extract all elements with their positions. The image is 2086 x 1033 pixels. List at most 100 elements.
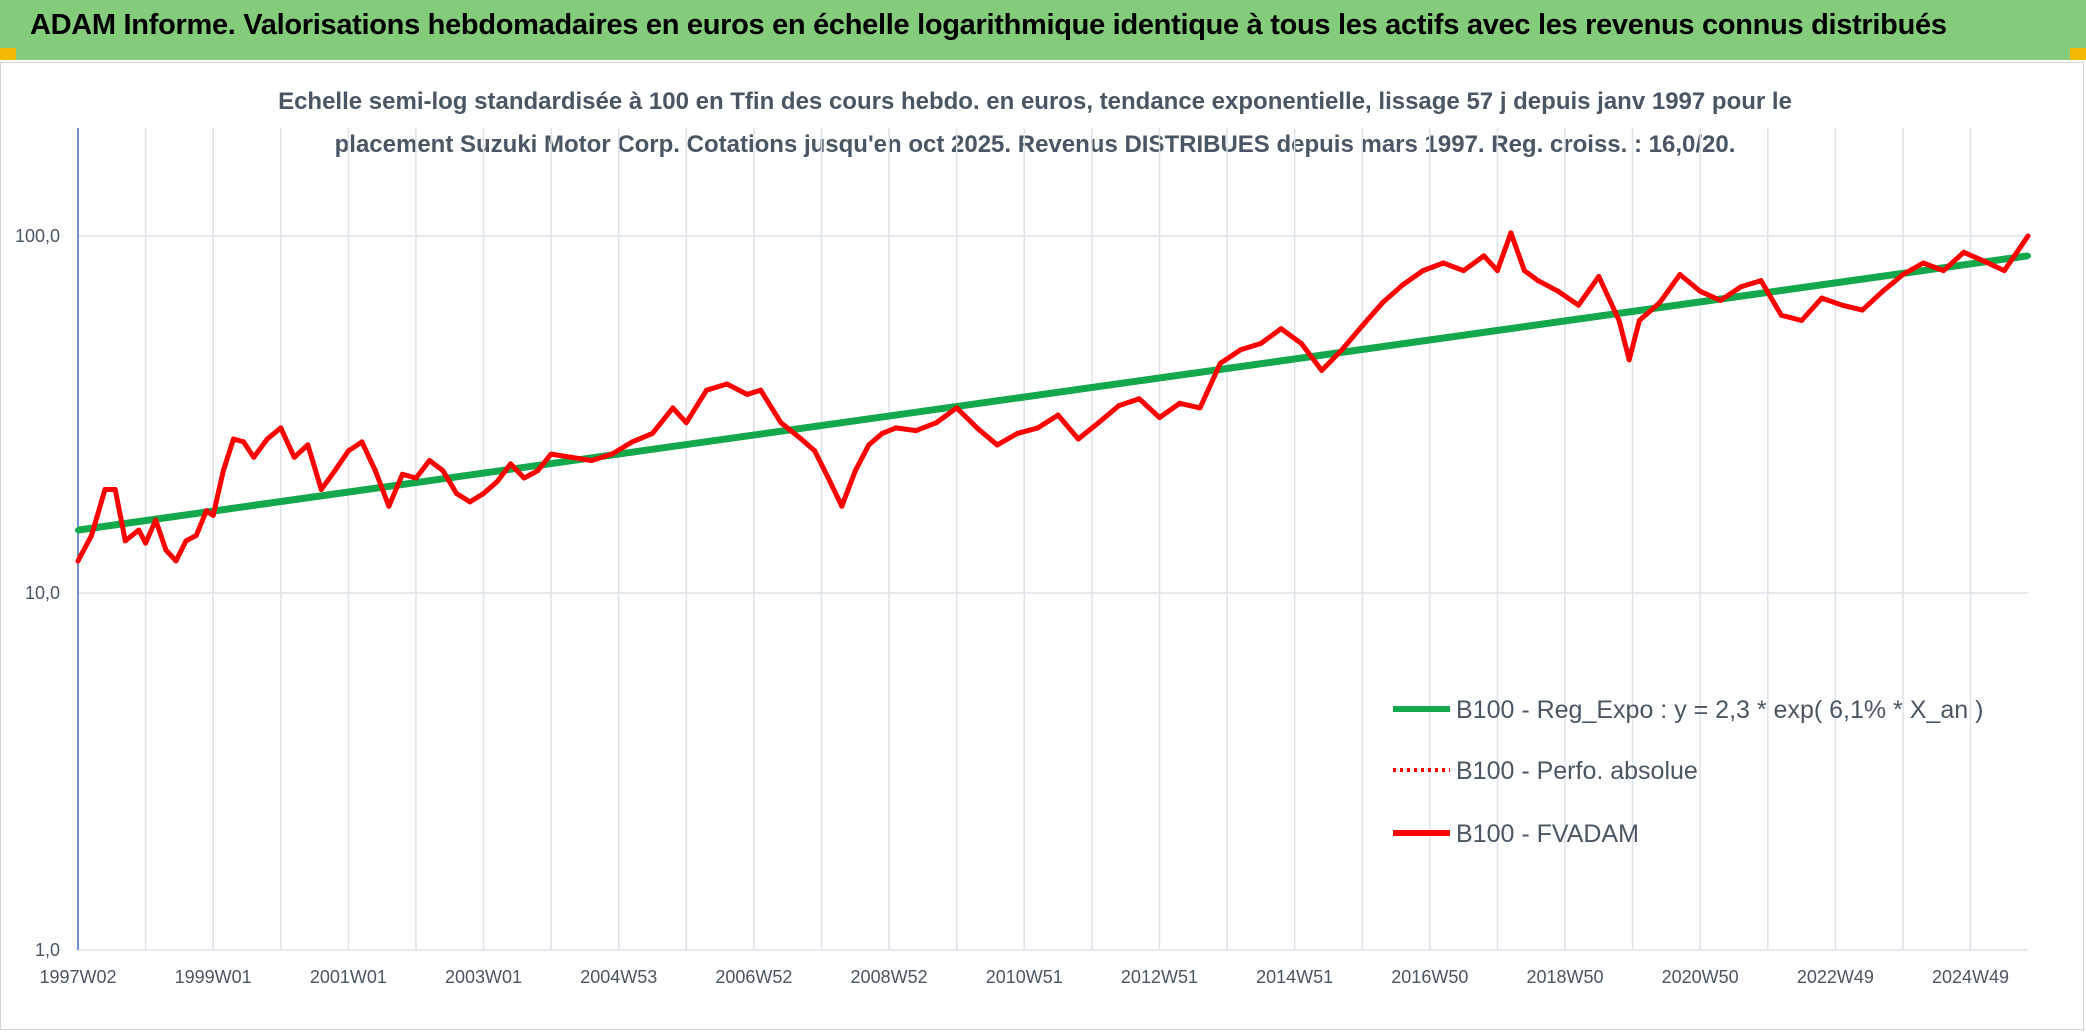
fvadam-data-point <box>1657 300 1663 306</box>
fvadam-data-point <box>386 503 392 509</box>
fvadam-data-point <box>1758 278 1764 284</box>
fvadam-data-point <box>670 405 676 411</box>
fvadam-data-point <box>230 436 236 442</box>
fvadam-data-point <box>568 454 574 460</box>
y-tick-label: 100,0 <box>15 226 60 246</box>
fvadam-series-line <box>75 230 2031 564</box>
regression-data-point <box>2025 252 2031 259</box>
x-tick-label: 2020W50 <box>1662 967 1739 987</box>
fvadam-data-point <box>650 430 656 436</box>
fvadam-data-point <box>1596 274 1602 280</box>
fvadam-data-point <box>778 420 784 426</box>
fvadam-data-point <box>866 442 872 448</box>
fvadam-data-point <box>724 381 730 387</box>
fvadam-data-point <box>1096 420 1102 426</box>
left-corner-marker <box>0 48 16 60</box>
fvadam-data-point <box>318 486 324 492</box>
fvadam-data-point <box>1420 268 1426 274</box>
legend-label: B100 - Reg_Expo : y = 2,3 * exp( 6,1% * … <box>1456 696 1983 724</box>
fvadam-data-point <box>1156 415 1162 421</box>
fvadam-data-point <box>994 442 1000 448</box>
fvadam-data-point <box>1900 272 1906 278</box>
fvadam-data-point <box>102 486 108 492</box>
fvadam-data-point <box>1981 258 1987 264</box>
fvadam-data-point <box>291 454 297 460</box>
fvadam-data-point <box>1298 340 1304 346</box>
fvadam-data-point <box>609 451 615 457</box>
fvadam-data-point <box>1576 302 1582 308</box>
fvadam-data-point <box>241 439 247 445</box>
fvadam-data-point <box>1521 268 1527 274</box>
fvadam-data-point <box>210 512 216 518</box>
fvadam-data-point <box>305 442 311 448</box>
fvadam-data-point <box>1494 268 1500 274</box>
x-tick-label: 2003W01 <box>445 967 522 987</box>
fvadam-data-point <box>1339 347 1345 353</box>
fvadam-data-point <box>521 475 527 481</box>
right-corner-marker <box>2070 48 2086 60</box>
fvadam-data-point <box>143 540 149 546</box>
fvadam-data-point <box>399 471 405 477</box>
fvadam-data-point <box>744 391 750 397</box>
fvadam-data-point <box>1738 284 1744 290</box>
fvadam-data-point <box>852 468 858 474</box>
x-tick-label: 2014W51 <box>1256 967 1333 987</box>
fvadam-data-point <box>1839 302 1845 308</box>
fvadam-data-point <box>1217 360 1223 366</box>
fvadam-data-point <box>1359 323 1365 329</box>
fvadam-data-point <box>454 490 460 496</box>
fvadam-data-point <box>1177 400 1183 406</box>
fvadam-data-point <box>1278 326 1284 332</box>
fvadam-data-point <box>879 430 885 436</box>
fvadam-data-point <box>629 439 635 445</box>
fvadam-data-point <box>193 532 199 538</box>
x-tick-label: 2004W53 <box>580 967 657 987</box>
chart-title-line-2: placement Suzuki Motor Corp. Cotations j… <box>334 131 1736 158</box>
legend-label: B100 - Perfo. absolue <box>1456 757 1698 785</box>
fvadam-data-point <box>481 490 487 496</box>
fvadam-data-point <box>1508 230 1514 236</box>
fvadam-data-point <box>163 547 169 553</box>
fvadam-data-point <box>1035 425 1041 431</box>
fvadam-data-point <box>1380 300 1386 306</box>
fvadam-data-point <box>2001 268 2007 274</box>
fvadam-data-point <box>440 468 446 474</box>
regression-data-point <box>75 527 81 534</box>
fvadam-data-point <box>1799 317 1805 323</box>
chart-title-line-1: Echelle semi-log standardisée à 100 en T… <box>278 88 1792 115</box>
fvadam-data-point <box>122 538 128 544</box>
x-tick-label: 2012W51 <box>1121 967 1198 987</box>
fvadam-data-point <box>589 458 595 464</box>
report-banner: ADAM Informe. Valorisations hebdomadaire… <box>0 0 2086 60</box>
fvadam-data-point <box>1697 288 1703 294</box>
report-title: ADAM Informe. Valorisations hebdomadaire… <box>30 9 1947 41</box>
fvadam-data-point <box>153 517 159 523</box>
x-tick-label: 1997W02 <box>39 967 116 987</box>
x-tick-label: 2024W49 <box>1932 967 2009 987</box>
fvadam-data-point <box>220 468 226 474</box>
fvadam-data-point <box>1555 288 1561 294</box>
fvadam-data-point <box>913 428 919 434</box>
fvadam-data-point <box>413 475 419 481</box>
fvadam-data-point <box>758 387 764 393</box>
fvadam-data-point <box>798 436 804 442</box>
fvadam-data-point <box>1197 405 1203 411</box>
chart-area <box>0 62 2084 1030</box>
fvadam-data-point <box>1319 368 1325 373</box>
fvadam-data-point <box>683 420 689 426</box>
fvadam-data-point <box>933 420 939 426</box>
x-tick-label: 2006W52 <box>715 967 792 987</box>
fvadam-data-point <box>359 439 365 445</box>
fvadam-data-point <box>251 454 257 460</box>
fvadam-data-point <box>1819 295 1825 301</box>
legend-label: B100 - FVADAM <box>1456 820 1639 848</box>
fvadam-data-point <box>1920 260 1926 266</box>
x-tick-label: 2016W50 <box>1391 967 1468 987</box>
fvadam-data-point <box>332 468 338 474</box>
fvadam-data-point <box>2025 233 2031 239</box>
fvadam-data-point <box>1778 312 1784 318</box>
y-tick-label: 10,0 <box>25 583 60 603</box>
fvadam-data-point <box>1880 288 1886 294</box>
x-tick-label: 2022W49 <box>1797 967 1874 987</box>
